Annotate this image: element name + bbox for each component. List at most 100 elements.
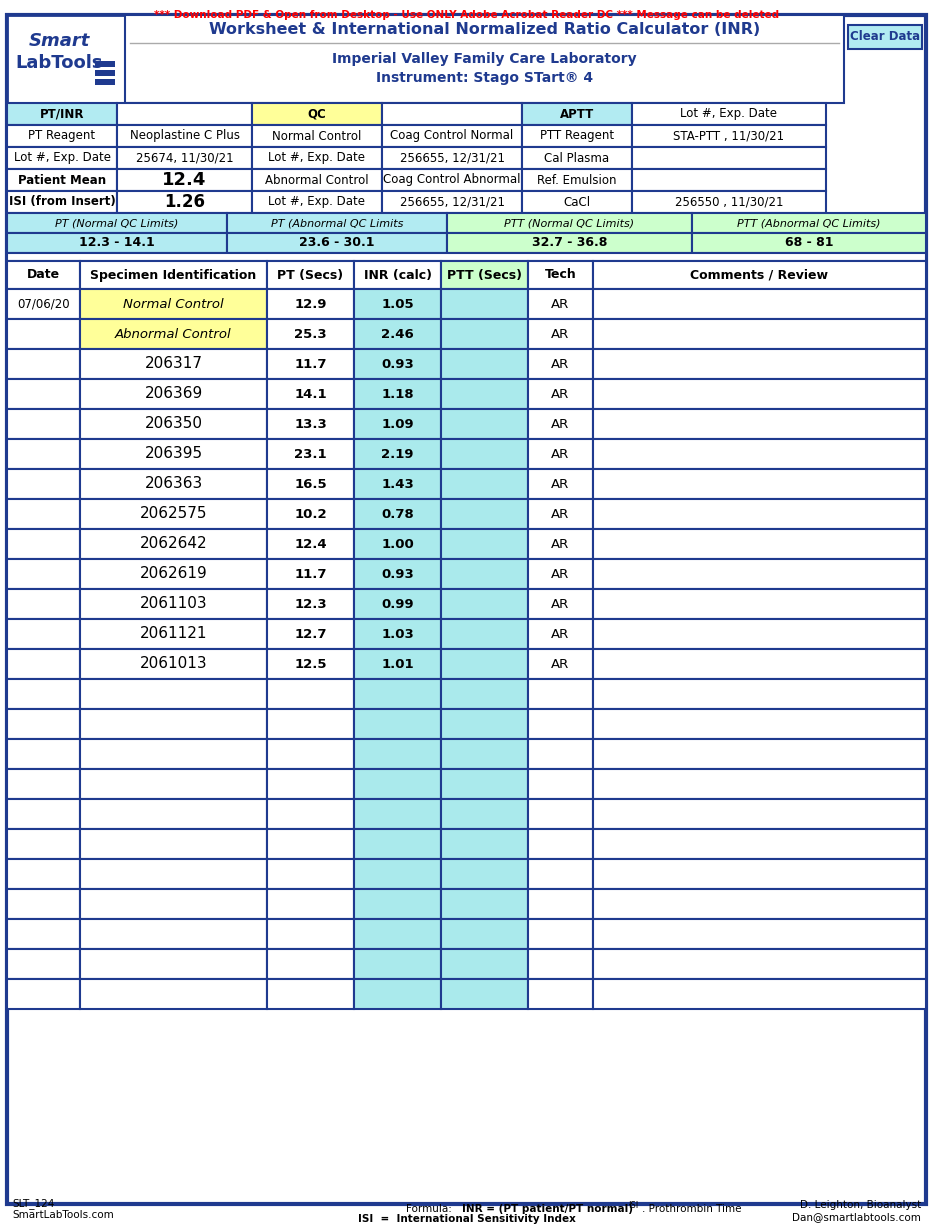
Bar [125,15,844,103]
Bar [80,319,267,349]
Bar [267,889,354,919]
Bar [95,80,115,84]
Bar [267,409,354,439]
Bar [7,499,80,529]
Bar [267,379,354,409]
Bar [441,559,528,589]
Text: PT/INR: PT/INR [40,108,84,120]
Bar [80,469,267,499]
Bar [382,103,522,125]
Bar [354,499,441,529]
Text: 14.1: 14.1 [294,388,327,400]
Bar [528,649,593,679]
Bar [80,559,267,589]
Bar [80,409,267,439]
Bar [267,679,354,709]
Bar [7,379,80,409]
Text: 2061013: 2061013 [140,656,207,672]
Bar [848,24,922,49]
Text: 0.78: 0.78 [381,508,414,520]
Bar [528,949,593,979]
Text: *** Download PDF & Open from Desktop - Use ONLY Adobe Acrobat Reader DC *** Mess: *** Download PDF & Open from Desktop - U… [154,10,779,20]
Text: . Prothrombin Time: . Prothrombin Time [642,1204,741,1214]
Bar [528,739,593,769]
Text: STA-PTT , 11/30/21: STA-PTT , 11/30/21 [674,130,785,142]
Bar [354,349,441,379]
Bar [522,125,632,147]
Bar [95,61,115,67]
Bar [267,769,354,799]
Bar [441,409,528,439]
Text: Ref. Emulsion: Ref. Emulsion [537,174,617,186]
Text: Worksheet & International Normalized Ratio Calculator (INR): Worksheet & International Normalized Rat… [209,22,760,37]
Text: 11.7: 11.7 [294,357,327,371]
Bar [447,213,692,233]
Bar [441,799,528,829]
Bar [593,769,926,799]
Bar [267,529,354,559]
Bar [267,319,354,349]
Text: 206369: 206369 [145,387,202,401]
Bar [354,439,441,469]
Bar [528,261,593,289]
Bar [522,103,632,125]
Bar [267,859,354,889]
Bar [382,169,522,191]
Bar [227,213,447,233]
Text: 206395: 206395 [145,447,202,461]
Bar [441,679,528,709]
Text: Patient Mean: Patient Mean [18,174,106,186]
Bar [354,919,441,949]
Text: 1.09: 1.09 [382,417,414,431]
Text: AR: AR [551,328,570,340]
Bar [7,319,80,349]
Text: 10.2: 10.2 [294,508,327,520]
Bar [593,919,926,949]
Bar [267,439,354,469]
Text: 2062575: 2062575 [140,507,207,521]
Text: 206350: 206350 [145,416,202,432]
Bar [117,147,252,169]
Text: AR: AR [551,568,570,580]
Bar [80,889,267,919]
Text: Instrument: Stago STart® 4: Instrument: Stago STart® 4 [376,71,593,84]
Bar [7,649,80,679]
Text: 256655, 12/31/21: 256655, 12/31/21 [399,152,505,164]
Bar [80,619,267,649]
Text: 11.7: 11.7 [294,568,327,580]
Bar [528,529,593,559]
Bar [354,979,441,1009]
Bar [7,919,80,949]
Bar [80,499,267,529]
Bar [80,829,267,859]
Text: 1.05: 1.05 [382,297,414,311]
Bar [593,619,926,649]
Bar [7,589,80,619]
Text: AR: AR [551,537,570,551]
Bar [441,289,528,319]
Bar [7,147,117,169]
Bar [354,409,441,439]
Text: Cal Plasma: Cal Plasma [545,152,609,164]
Bar [441,859,528,889]
Bar [593,379,926,409]
Bar [441,499,528,529]
Text: 0.93: 0.93 [381,357,414,371]
Bar [382,125,522,147]
Bar [441,889,528,919]
Bar [267,619,354,649]
Bar [354,739,441,769]
Bar [267,559,354,589]
Bar [7,709,80,739]
Bar [528,289,593,319]
Text: AR: AR [551,597,570,611]
Bar [252,103,382,125]
Text: Abnormal Control: Abnormal Control [115,328,231,340]
Bar [447,233,692,253]
Bar [80,649,267,679]
Bar [80,349,267,379]
Text: 1.26: 1.26 [164,193,205,211]
Bar [692,233,926,253]
Text: PT (Secs): PT (Secs) [277,268,343,282]
Text: 12.5: 12.5 [294,657,327,671]
